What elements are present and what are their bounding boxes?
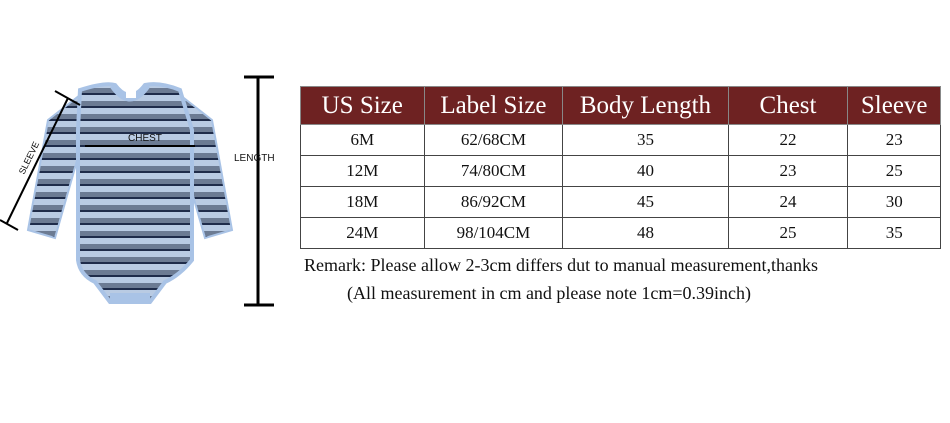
table-cell: 74/80CM <box>423 155 564 187</box>
table-cell: 45 <box>562 186 729 218</box>
measurement-note: (All measurement in cm and please note 1… <box>347 283 752 303</box>
remark-text: Remark: Please allow 2-3cm differs dut t… <box>304 255 819 275</box>
table-cell: 30 <box>847 186 941 218</box>
table-row: 18M 86/92CM 45 24 30 <box>300 186 941 218</box>
table-cell: 23 <box>847 124 941 156</box>
table-cell: 86/92CM <box>423 186 564 218</box>
table-row: 12M 74/80CM 40 23 25 <box>300 155 941 187</box>
table-cell: 48 <box>562 217 729 249</box>
table-cell: 62/68CM <box>423 124 564 156</box>
table-cell: 35 <box>847 217 941 249</box>
column-header: Sleeve <box>847 86 941 125</box>
table-cell: 18M <box>300 186 425 218</box>
sleeve-measure-line <box>0 90 81 231</box>
length-measure-line <box>244 75 274 307</box>
table-cell: 6M <box>300 124 425 156</box>
table-cell: 25 <box>847 155 941 187</box>
bodysuit-size-diagram: CHEST SLEEVE LENGTH <box>0 75 275 307</box>
table-cell: 24 <box>727 186 849 218</box>
table-cell: 22 <box>727 124 849 156</box>
table-cell: 12M <box>300 155 425 187</box>
length-label: LENGTH <box>234 153 275 164</box>
table-header-row: US Size Label Size Body Length Chest Sle… <box>300 86 941 125</box>
table-cell: 23 <box>727 155 849 187</box>
column-header: Label Size <box>423 86 564 125</box>
table-cell: 35 <box>562 124 729 156</box>
bodysuit-image <box>26 82 234 304</box>
chest-label: CHEST <box>128 133 162 144</box>
table-cell: 24M <box>300 217 425 249</box>
table-row: 6M 62/68CM 35 22 23 <box>300 124 941 156</box>
table-cell: 98/104CM <box>423 217 564 249</box>
table-cell: 40 <box>562 155 729 187</box>
size-chart-table: US Size Label Size Body Length Chest Sle… <box>300 86 941 249</box>
table-cell: 25 <box>727 217 849 249</box>
column-header: Body Length <box>562 86 729 125</box>
table-row: 24M 98/104CM 48 25 35 <box>300 217 941 249</box>
sleeve-label: SLEEVE <box>17 140 41 176</box>
column-header: US Size <box>300 86 425 125</box>
column-header: Chest <box>727 86 849 125</box>
